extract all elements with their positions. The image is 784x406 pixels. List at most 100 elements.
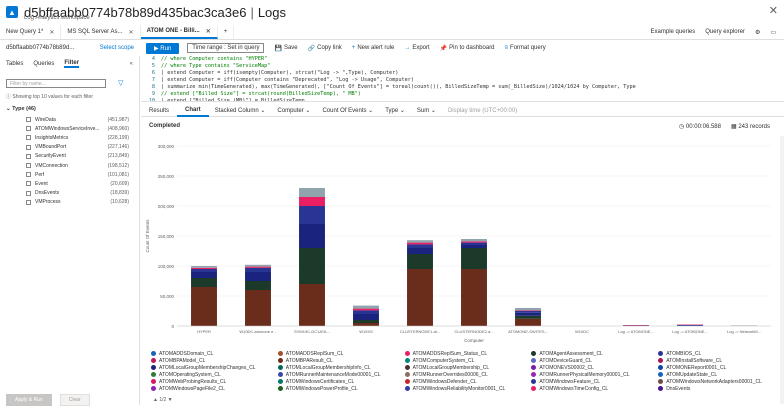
legend-item[interactable]: ATOMComputerSystem_CL — [405, 357, 528, 364]
filter-item[interactable]: VMConnection(198,512) — [0, 161, 139, 170]
legend-item[interactable]: ATOMRunnerOverrides00006_CL — [405, 371, 528, 378]
legend-item[interactable]: ATOMWindowsDefender_CL — [405, 378, 528, 385]
collapse-icon[interactable]: « — [130, 61, 133, 67]
legend-item[interactable]: ATOMLocalGroupMembershipInfo_CL — [278, 364, 401, 371]
tab-filter[interactable]: Filter — [64, 60, 79, 68]
code-line[interactable]: 4// where Computer contains "HYPER" — [141, 56, 784, 63]
legend-item[interactable]: ATOMWindowsTimeConfig_CL — [531, 385, 654, 392]
format-query-button[interactable]: ≡Format query — [505, 45, 546, 51]
legend-item[interactable]: ATOMDeviceGuard_CL — [531, 357, 654, 364]
query-editor[interactable]: 4// where Computer contains "HYPER"5// w… — [141, 56, 784, 102]
filter-item[interactable]: VMProcess(10,628) — [0, 198, 139, 207]
funnel-icon[interactable]: ▽ — [118, 79, 123, 87]
clear-button[interactable]: Clear — [60, 394, 90, 406]
legend-item[interactable]: ATOMONEReport0001_CL — [658, 364, 781, 371]
checkbox[interactable] — [26, 135, 31, 140]
tab-close-icon[interactable]: ✕ — [49, 29, 54, 36]
code-line[interactable]: 10| extend ["Billed Size (MB)"] = Billed… — [141, 98, 784, 102]
tab-chart[interactable]: Chart — [177, 105, 209, 117]
legend-pager[interactable]: ▲ 1/2 ▼ — [153, 397, 173, 403]
checkbox[interactable] — [26, 126, 31, 131]
legend-item[interactable]: ATOMWindowsPowerProfile_CL — [278, 385, 401, 392]
legend-item[interactable]: ATOMONEVS00002_CL — [531, 364, 654, 371]
legend-item[interactable]: ATOMOperatingSystem_CL — [151, 371, 274, 378]
legend-item[interactable]: ATOMWindowsNetworkAdapters00001_CL — [658, 378, 781, 385]
x-axis-dropdown[interactable]: Computer ⌄ — [271, 107, 316, 114]
apply-run-button[interactable]: Apply & Run — [6, 394, 52, 406]
new-alert-rule-button[interactable]: +New alert rule — [352, 45, 395, 51]
chart-type-dropdown[interactable]: Stacked Column ⌄ — [209, 107, 272, 114]
export-button[interactable]: →Export — [404, 45, 429, 51]
checkbox[interactable] — [26, 200, 31, 205]
gear-icon[interactable]: ⚙ — [755, 29, 760, 36]
checkbox[interactable] — [26, 117, 31, 122]
legend-item[interactable]: ATOMBIOS_CL — [658, 350, 781, 357]
pin-to-dashboard-button[interactable]: 📌Pin to dashboard — [440, 45, 495, 52]
legend-item[interactable]: ATOMAgentAssessment_CL — [531, 350, 654, 357]
checkbox[interactable] — [26, 154, 31, 159]
close-icon[interactable]: ✕ — [769, 4, 778, 17]
select-scope-link[interactable]: Select scope — [100, 45, 134, 51]
save-button[interactable]: 💾Save — [274, 45, 297, 52]
legend-item[interactable]: ATOMInstallSoftware_CL — [658, 357, 781, 364]
tab-tables[interactable]: Tables — [6, 61, 23, 67]
time-range-picker[interactable]: Time range : Set in query — [187, 43, 264, 53]
layout-icon[interactable]: ▭ — [770, 29, 776, 36]
split-by-dropdown[interactable]: Type ⌄ — [379, 107, 411, 114]
checkbox[interactable] — [26, 163, 31, 168]
legend-item[interactable]: DnsEvents — [658, 385, 781, 392]
filter-item-label: InsightsMetrics — [35, 135, 108, 141]
copy-link-button[interactable]: 🔗Copy link — [308, 45, 342, 52]
legend-item[interactable]: ATOMWindowsCertificates_CL — [278, 378, 401, 385]
filter-item[interactable]: DnsEvents(18,839) — [0, 189, 139, 198]
code-line[interactable]: 5// where Type contains "ServiceMap" — [141, 63, 784, 70]
checkbox[interactable] — [26, 172, 31, 177]
legend-item[interactable]: ATOMBPAResult_CL — [278, 357, 401, 364]
tab-close-icon[interactable]: ✕ — [206, 28, 211, 35]
code-line[interactable]: 6| extend Computer = iff(isempty(Compute… — [141, 70, 784, 77]
tab-new-query[interactable]: New Query 1*✕ — [0, 25, 61, 39]
legend-item[interactable]: ATOMUpdateState_CL — [658, 371, 781, 378]
legend-item[interactable]: ATOMADDSReplSum_Status_CL — [405, 350, 528, 357]
add-tab-button[interactable]: + — [218, 25, 235, 39]
scrollbar[interactable] — [780, 136, 784, 404]
filter-item[interactable]: Event(20,609) — [0, 179, 139, 188]
legend-item[interactable]: ATOMWindowsFeature_CL — [531, 378, 654, 385]
example-queries-button[interactable]: Example queries — [651, 29, 696, 35]
tab-ms-sql[interactable]: MS SQL Server As...✕ — [61, 25, 140, 39]
filter-item[interactable]: SecurityEvent(213,849) — [0, 152, 139, 161]
legend-item[interactable]: ATOMADDSDomain_CL — [151, 350, 274, 357]
filter-input[interactable]: Filter by name... — [6, 79, 106, 88]
code-line[interactable]: 8| summarize min(TimeGenerated), max(Tim… — [141, 84, 784, 91]
filter-item[interactable]: ATOMWindowsServiceInve...(408,960) — [0, 124, 139, 133]
legend-item[interactable]: ATOMWindowsReliabilityMonitor0001_CL — [405, 385, 528, 392]
tab-queries[interactable]: Queries — [33, 61, 54, 67]
legend-item[interactable]: ATOMWindowsPageFile2_CL — [151, 385, 274, 392]
legend-item[interactable]: ATOMRunnerMaintenanceMode00001_CL — [278, 371, 401, 378]
code-line[interactable]: 9// extend ["Billed Size"] = strcat(roun… — [141, 91, 784, 98]
legend-item[interactable]: ATOMBPAModel_CL — [151, 357, 274, 364]
display-time-toggle[interactable]: Display time (UTC+00:00) — [442, 108, 523, 114]
format-icon: ≡ — [505, 45, 509, 51]
aggregation-dropdown[interactable]: Sum ⌄ — [411, 107, 442, 114]
type-filter-header[interactable]: ⌄ Type (46) — [0, 103, 139, 115]
checkbox[interactable] — [26, 191, 31, 196]
filter-item[interactable]: Perf(101,081) — [0, 170, 139, 179]
checkbox[interactable] — [26, 181, 31, 186]
legend-item[interactable]: ATOMLocalGroupMembershipChanges_CL — [151, 364, 274, 371]
tab-results[interactable]: Results — [141, 105, 177, 117]
run-button[interactable]: ▶ Run — [146, 43, 179, 54]
y-axis-dropdown[interactable]: Count Of Events ⌄ — [316, 107, 379, 114]
query-explorer-button[interactable]: Query explorer — [705, 29, 745, 35]
code-line[interactable]: 7| extend Computer = iff(Computer contai… — [141, 77, 784, 84]
legend-item[interactable]: ATOMRunnerPhysicalMemory00001_CL — [531, 371, 654, 378]
tab-close-icon[interactable]: ✕ — [129, 29, 134, 36]
legend-item[interactable]: ATOMLocalGroupMembership_CL — [405, 364, 528, 371]
legend-item[interactable]: ATOMADDSReplSum_CL — [278, 350, 401, 357]
filter-item[interactable]: InsightsMetrics(228,199) — [0, 133, 139, 142]
filter-item[interactable]: WireData(451,987) — [0, 115, 139, 124]
legend-item[interactable]: ATOMWebProbingResults_CL — [151, 378, 274, 385]
checkbox[interactable] — [26, 145, 31, 150]
tab-atom-one[interactable]: ATOM ONE - Billi...✕ — [141, 25, 218, 39]
filter-item[interactable]: VMBoundPort(227,146) — [0, 143, 139, 152]
